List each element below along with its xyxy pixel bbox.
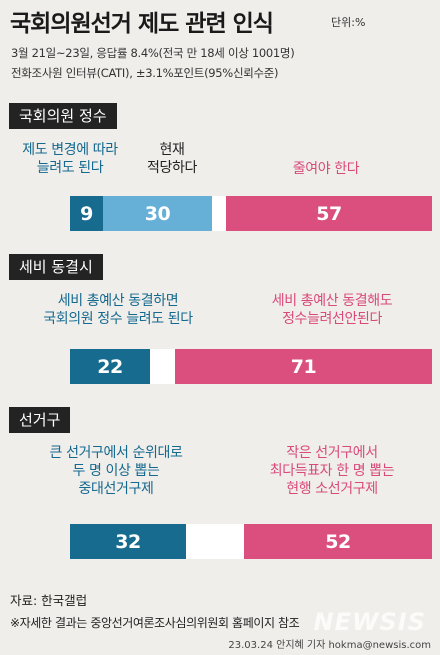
- section-label-seats: 국회의원 정수: [9, 103, 117, 129]
- label-line: 작은 선거구에서: [286, 445, 378, 461]
- stacked-bar-salary-freeze: 22 71: [70, 349, 432, 384]
- section-label-district: 선거구: [9, 407, 71, 433]
- label-line: 두 명 이상 뽑는: [72, 463, 160, 479]
- unit-label: 단위:%: [331, 16, 366, 29]
- bar-segment: [212, 196, 226, 231]
- bar-value-label: 57: [316, 202, 342, 225]
- bar-segment: 9: [70, 196, 103, 231]
- bar-value-label: 22: [97, 355, 123, 378]
- bar-segment: [186, 524, 244, 559]
- label-reduce: 줄여야 한다: [220, 160, 432, 178]
- label-line: 제도 변경에 따라: [22, 142, 118, 158]
- label-line: 국회의원 정수 늘려도 된다: [43, 311, 193, 327]
- label-line: 줄여야 한다: [292, 161, 360, 177]
- survey-info-1: 3월 21일~23일, 응답률 8.4%(전국 만 18세 이상 1001명): [11, 46, 295, 60]
- bar-segment: 57: [226, 196, 432, 231]
- survey-info-2: 전화조사원 인터뷰(CATI), ±3.1%포인트(95%신뢰수준): [11, 66, 279, 80]
- bar-segment: 52: [244, 524, 432, 559]
- byline: 23.03.24 안지혜 기자 hokma@newsis.com: [228, 640, 431, 651]
- label-multi-member: 큰 선거구에서 순위대로 두 명 이상 뽑는 중대선거구제: [18, 444, 214, 498]
- page-title: 국회의원선거 제도 관련 인식: [10, 11, 274, 37]
- label-freeze-no-increase: 세비 총예산 동결해도 정수늘려선안된다: [232, 292, 432, 328]
- stacked-bar-seats: 9 30 57: [70, 196, 432, 231]
- bar-value-label: 52: [325, 530, 351, 553]
- label-current-ok: 현재 적당하다: [134, 141, 210, 177]
- label-line: 정수늘려선안된다: [282, 311, 382, 327]
- bar-value-label: 30: [144, 202, 171, 225]
- bar-segment: 30: [103, 196, 212, 231]
- bar-segment: 71: [175, 349, 432, 384]
- label-line: 세비 총예산 동결해도: [271, 293, 393, 309]
- bar-value-label: 9: [80, 202, 93, 225]
- footnote: ※자세한 결과는 중앙선거여론조사심의위원회 홈페이지 참조: [10, 616, 300, 630]
- watermark: NEWSIS: [313, 608, 426, 636]
- bar-value-label: 71: [290, 355, 317, 378]
- label-line: 현행 소선거구제: [286, 481, 378, 497]
- label-freeze-increase: 세비 총예산 동결하면 국회의원 정수 늘려도 된다: [18, 292, 218, 328]
- label-line: 세비 총예산 동결하면: [57, 293, 179, 309]
- label-single-member: 작은 선거구에서 최다득표자 한 명 뽑는 현행 소선거구제: [232, 444, 432, 498]
- label-increase-seats: 제도 변경에 따라 늘려도 된다: [8, 141, 132, 177]
- bar-value-label: 32: [115, 530, 141, 553]
- label-line: 중대선거구제: [78, 481, 154, 497]
- bar-segment: [150, 349, 175, 384]
- section-label-salary-freeze: 세비 동결시: [9, 254, 103, 280]
- label-line: 큰 선거구에서 순위대로: [49, 445, 183, 461]
- source-text: 자료: 한국갤럽: [10, 593, 88, 608]
- label-line: 현재: [159, 142, 185, 158]
- label-line: 늘려도 된다: [36, 160, 104, 176]
- label-line: 적당하다: [147, 160, 197, 176]
- bar-segment: 22: [70, 349, 150, 384]
- stacked-bar-district: 32 52: [70, 524, 432, 559]
- label-line: 최다득표자 한 명 뽑는: [269, 463, 395, 479]
- bar-segment: 32: [70, 524, 186, 559]
